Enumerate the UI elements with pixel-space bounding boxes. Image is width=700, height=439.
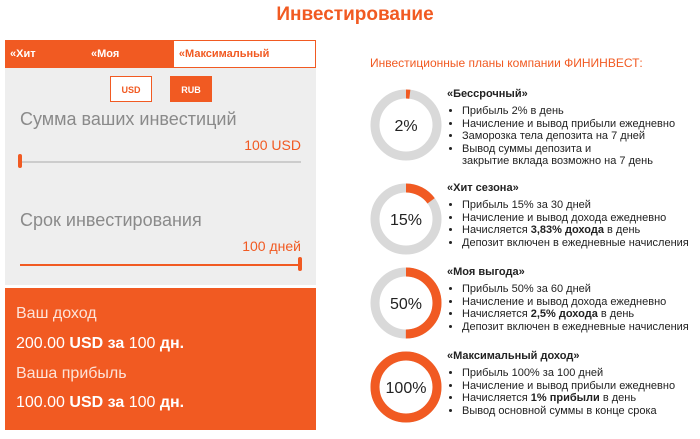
bullet: Начисляется 1% прибыли в день [462,392,675,405]
ring-label: 15% [390,212,422,229]
text-segment: 100 [128,394,156,411]
result-box [5,288,316,430]
text-segment: Вывод основной суммы в конце срока [462,404,657,417]
text-segment: дн. [155,335,185,352]
text-segment: Начисляется [462,308,531,320]
income-label: Ваш доход [16,305,97,322]
bullet-list: Прибыль 15% за 30 днейНачисление и вывод… [450,199,689,249]
bullet: Начисляется 3,83% дохода в день [462,224,689,237]
text-segment: Депозит включен в ежедневные начисления [462,320,689,333]
text-segment: Вывод суммы депозита и закрытие вклада в… [462,142,653,168]
bullet: Заморозка тела депозита на 7 дней [462,130,675,143]
bullet: Начисление и вывод дохода ежедневно [462,212,689,225]
text-segment: USD за [64,394,129,411]
text-segment: 100.00 [16,394,65,411]
percent-ring: 15% [370,183,442,255]
tab[interactable]: «Моя выгода» [90,48,137,88]
bullet: Депозит включен в ежедневные начисления [462,237,689,250]
plan-title: «Бессрочный» [447,88,528,100]
text-segment: 200.00 [16,335,65,352]
text-segment: 2,5% дохода [530,308,598,320]
tabs: «Хит сезона» «Моя выгода» «Максимальный до… [5,40,316,88]
bullet: Прибыль 50% за 60 дней [462,283,689,296]
ring-value [370,267,442,339]
text-segment: дн. [155,394,185,411]
term-label: Срок инвестирования [20,210,202,230]
text-segment: 100 [128,335,156,352]
amount-value: 100 USD [244,137,301,153]
percent-ring: 2% [370,89,442,161]
term-value: 100 дней [242,238,301,254]
bullet: Прибыль 2% в день [462,105,675,118]
plan-title: «Хит сезона» [447,182,519,194]
bullet: Депозит включен в ежедневные начисления [462,321,689,334]
ring-value [370,351,442,423]
bullet: Прибыль 100% за 100 дней [462,367,675,380]
bullet-list: Прибыль 100% за 100 днейНачисление и выв… [450,367,675,417]
tab[interactable]: «Максимальный доход» [172,40,316,86]
currency-button[interactable]: RUB [170,76,212,102]
bullet: Начисление и вывод прибыли ежедневно [462,380,675,393]
text-segment: Депозит включен в ежедневные начисления [462,236,689,249]
plan-bullets: Прибыль 2% в деньНачисление и вывод приб… [450,105,675,168]
ring-label: 100% [386,380,427,397]
text-segment: Начисление и вывод дохода ежедневно [462,211,667,224]
income-value: 200.00 USD за 100 дн. [16,335,184,353]
ring-label: 2% [394,118,417,135]
text-segment: Начисление и вывод дохода ежедневно [462,295,667,308]
plan-bullets: Прибыль 100% за 100 днейНачисление и выв… [450,367,675,417]
text-segment: USD за [64,335,129,352]
text-segment: в день [599,392,637,404]
text-segment: Заморозка тела депозита на 7 дней [462,130,646,142]
calculator-panel [5,68,316,285]
bullet: Начисляется 2,5% дохода в день [462,308,689,321]
currency-button[interactable]: USD [110,76,152,102]
bullet: Вывод основной суммы в конце срока [462,405,675,418]
plan-title: «Максимальный доход» [447,350,580,362]
tab[interactable]: «Хит сезона» [10,48,53,88]
text-segment: Начисление и вывод прибыли ежедневно [462,379,676,392]
amount-label: Сумма ваших инвестиций [20,109,237,129]
text-segment: Прибыль 50% за 60 дней [462,283,591,295]
text-segment: Прибыль 2% в день [462,105,564,117]
profit-label: Ваша прибыль [16,365,127,382]
text-segment: 1% прибыли [530,392,600,404]
page-title: Инвестирование [276,4,434,25]
text-segment: Начисляется [462,224,531,236]
percent-ring: 100% [370,351,442,423]
plans-heading: Инвестиционные планы компании ФИНИНВЕСТ: [370,56,643,70]
term-slider[interactable] [20,257,302,271]
amount-slider[interactable] [18,154,301,168]
bullet: Вывод суммы депозита и закрытие вклада в… [462,143,675,168]
ring-value [370,183,442,255]
plan-title: «Моя выгода» [447,266,525,278]
text-segment: Прибыль 15% за 30 дней [462,199,591,211]
plan-bullets: Прибыль 50% за 60 днейНачисление и вывод… [450,283,689,333]
bullet: Прибыль 15% за 30 дней [462,199,689,212]
bullet: Начисление и вывод прибыли ежедневно [462,118,675,131]
percent-ring: 50% [370,267,442,339]
bullet: Начисление и вывод дохода ежедневно [462,296,689,309]
bullet-list: Прибыль 2% в деньНачисление и вывод приб… [450,105,675,168]
text-segment: в день [597,308,635,320]
text-segment: 3,83% дохода [530,224,604,236]
bullet-list: Прибыль 50% за 60 днейНачисление и вывод… [450,283,689,333]
plan-bullets: Прибыль 15% за 30 днейНачисление и вывод… [450,199,689,249]
profit-value: 100.00 USD за 100 дн. [16,394,184,412]
ring-value [370,89,442,161]
text-segment: Начисляется [462,392,531,404]
ring-label: 50% [390,296,422,313]
text-segment: Начисление и вывод прибыли ежедневно [462,117,676,130]
text-segment: в день [603,224,641,236]
text-segment: Прибыль 100% за 100 дней [462,367,604,379]
